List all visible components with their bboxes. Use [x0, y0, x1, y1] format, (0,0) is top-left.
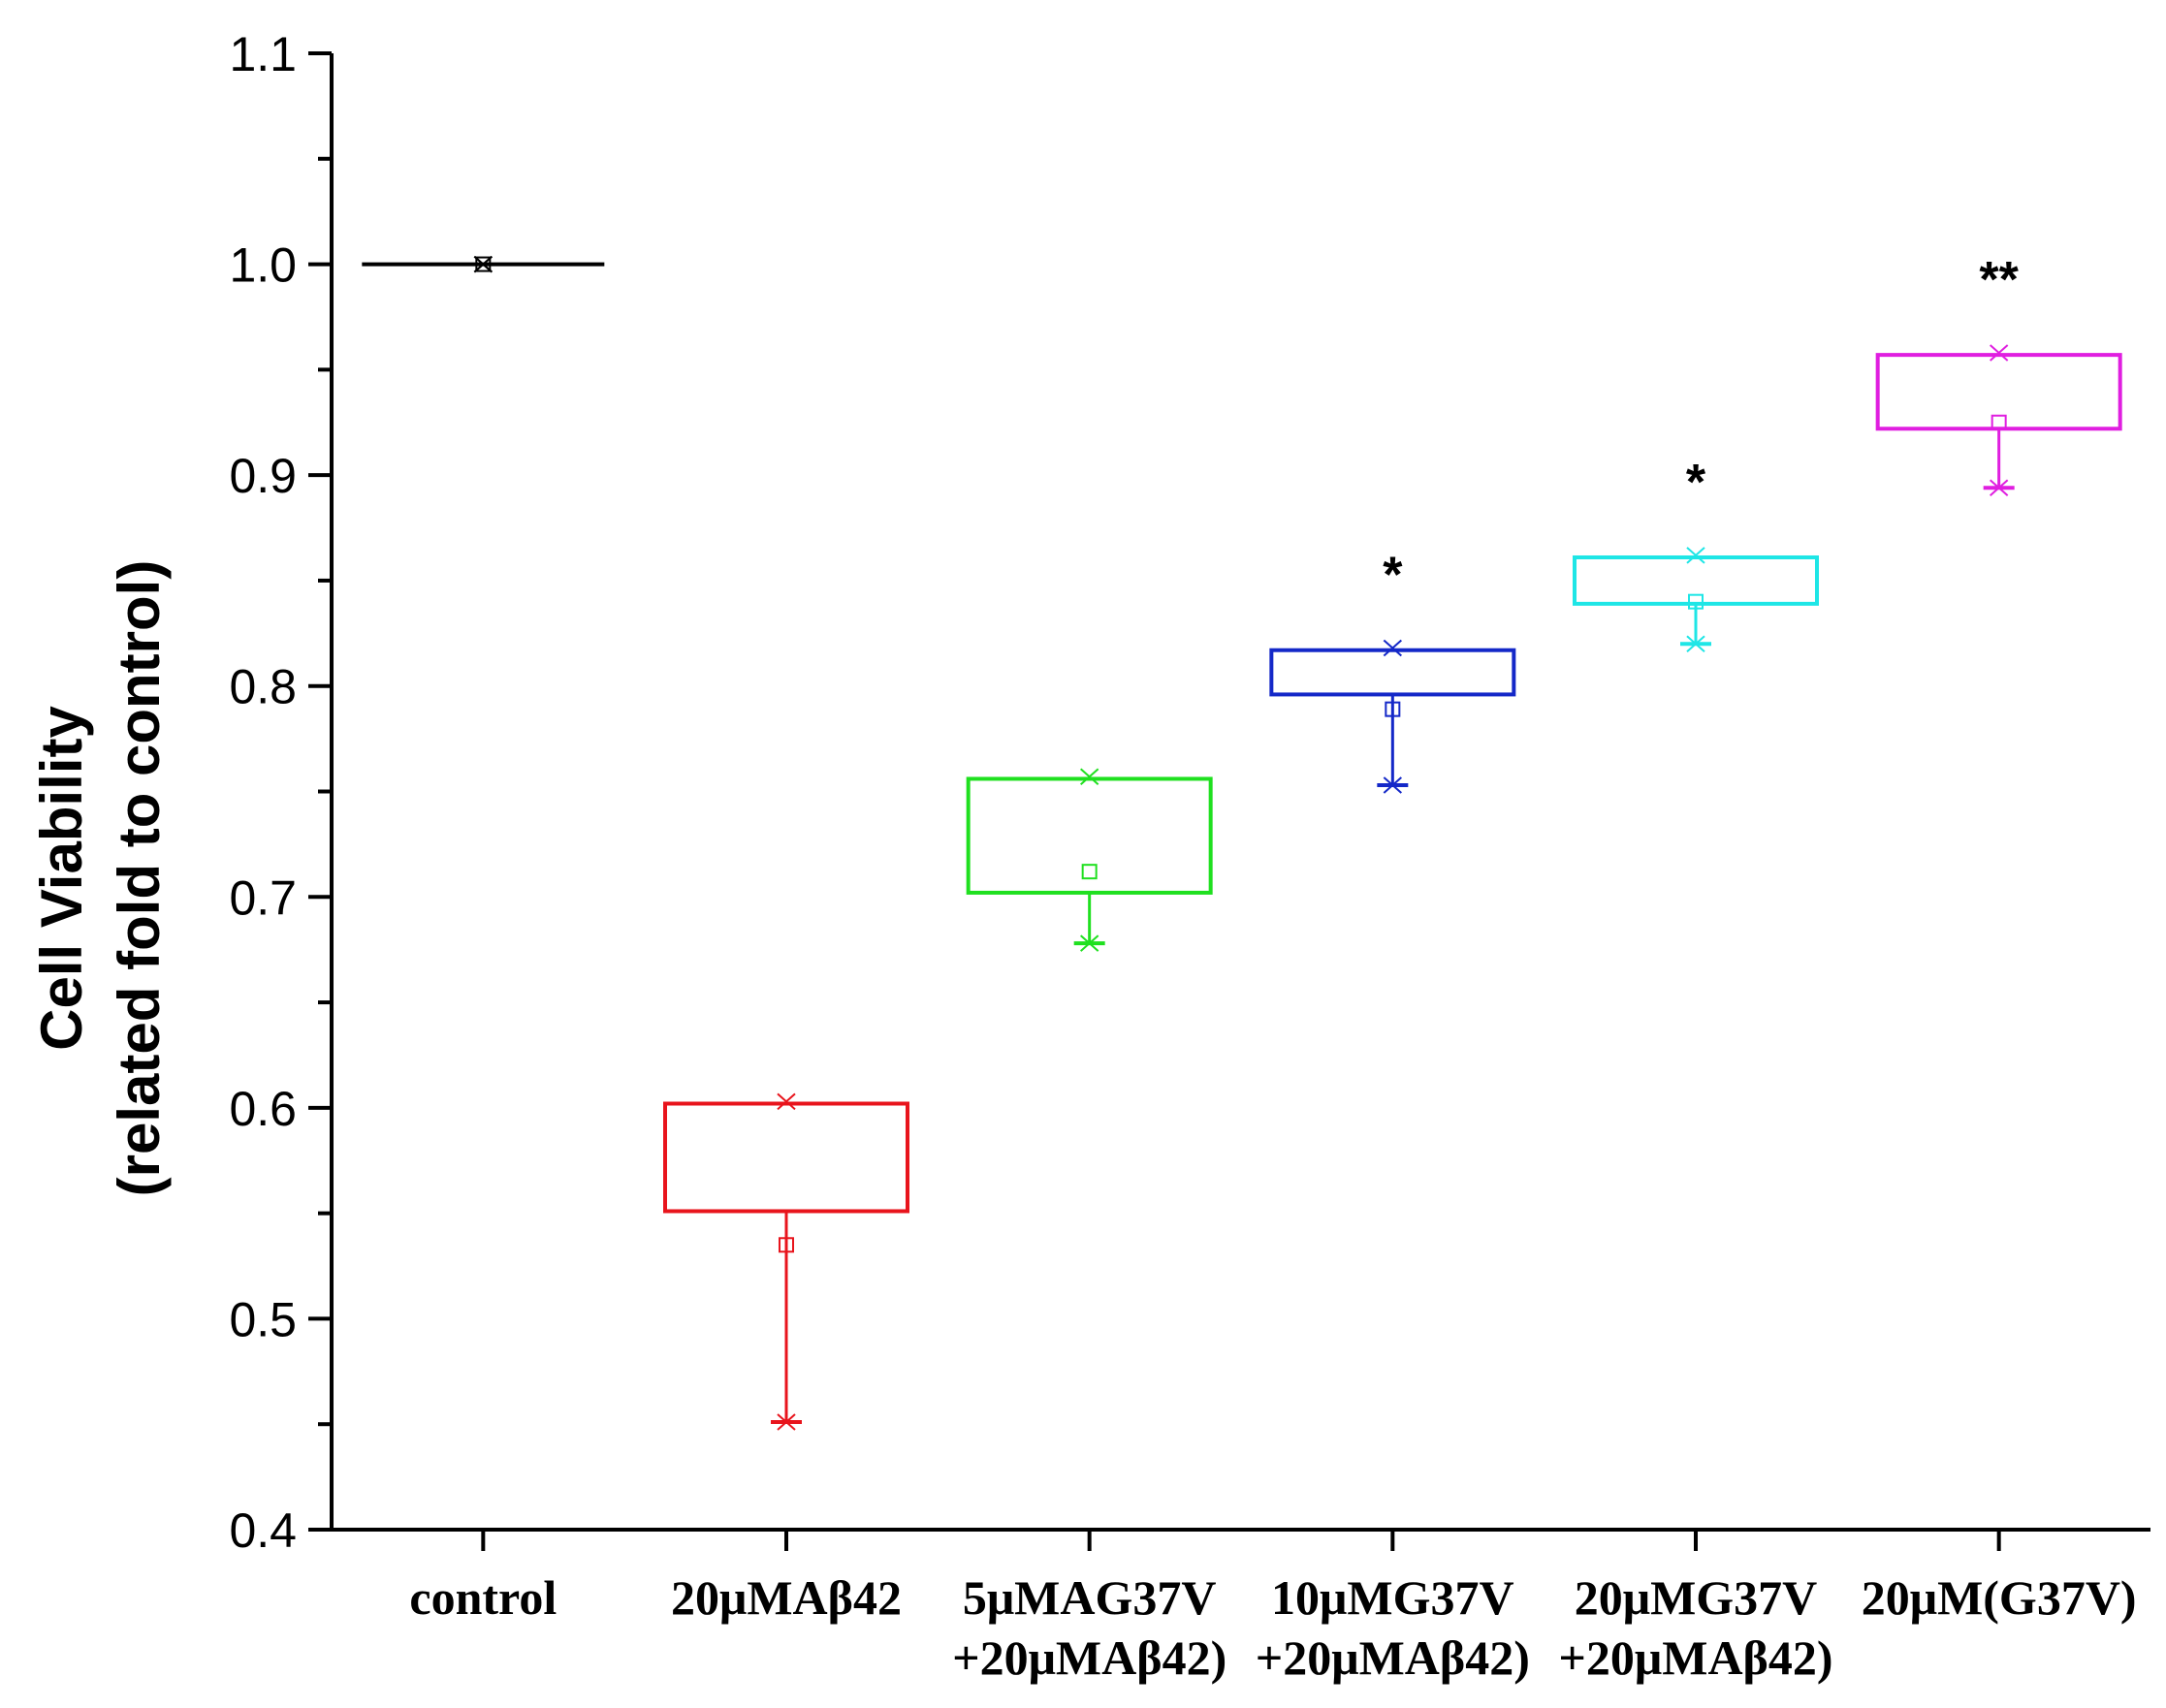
max-marker: [1080, 768, 1099, 786]
category-label: 20μMG37V +20μMAβ42): [1558, 1570, 1832, 1685]
y-tick-label: 0.5: [229, 1292, 297, 1346]
box-iqr: [1875, 353, 2122, 431]
box-iqr: [1269, 648, 1516, 697]
significance-marker: *: [1383, 548, 1403, 604]
y-axis-title: Cell Viability: [29, 706, 94, 1051]
max-marker: [777, 1092, 796, 1111]
box-series: [362, 255, 2122, 1431]
max-marker: [1686, 547, 1705, 564]
category-label-line: +20μMAβ42): [1256, 1630, 1530, 1685]
min-marker: [1080, 934, 1099, 952]
category-label-line: 20μMG37V: [1575, 1570, 1818, 1625]
mean-marker: [475, 256, 492, 272]
box-group: [663, 1092, 909, 1431]
category-label-line: 20μMAβ42: [671, 1570, 902, 1625]
category-label: 20μMAβ42: [671, 1570, 902, 1625]
box-iqr: [1573, 554, 1819, 606]
min-marker: [473, 255, 493, 273]
min-marker: [777, 1413, 796, 1431]
significance-marker: **: [1979, 252, 2019, 308]
max-marker: [1990, 344, 2009, 362]
category-label: 10μMG37V +20μMAβ42): [1256, 1570, 1530, 1685]
min-marker: [1990, 479, 2009, 496]
category-label-line: 5μMAG37V: [963, 1570, 1217, 1625]
y-tick-label: 1.1: [229, 27, 297, 81]
box-iqr: [966, 776, 1213, 895]
y-tick-label: 0.4: [229, 1503, 297, 1558]
y-tick-label: 1.0: [229, 238, 297, 293]
category-label-line: +20μMAβ42): [952, 1630, 1226, 1685]
category-label: 20μM(G37V): [1862, 1570, 2137, 1625]
box-group: [1875, 344, 2122, 496]
category-label-line: 20μM(G37V): [1862, 1570, 2137, 1625]
min-marker: [1383, 776, 1402, 794]
box-group: [966, 768, 1213, 952]
box-group: [362, 255, 605, 273]
y-axis-subtitle: (related fold to control): [107, 560, 172, 1197]
min-marker: [1686, 635, 1705, 652]
category-label: 5μMAG37V +20μMAβ42): [952, 1570, 1226, 1685]
box-group: [1269, 639, 1516, 794]
y-tick-label: 0.7: [229, 870, 297, 925]
mean-marker: [779, 1237, 794, 1253]
significance-labels: ****: [1383, 252, 2019, 604]
y-tick-label: 0.6: [229, 1082, 297, 1136]
mean-marker: [1385, 701, 1401, 717]
category-label-line: control: [409, 1570, 557, 1625]
x-axis: [332, 1528, 2150, 1551]
category-label: control: [409, 1570, 557, 1625]
significance-marker: *: [1686, 455, 1706, 511]
category-label-line: +20μMAβ42): [1558, 1630, 1832, 1685]
mean-marker: [1688, 593, 1704, 610]
max-marker: [1383, 639, 1402, 657]
box-group: [1573, 547, 1819, 652]
mean-marker: [1991, 414, 2007, 430]
y-tick-label: 0.8: [229, 660, 297, 714]
box-iqr: [663, 1101, 909, 1214]
category-labels: control 20μMAβ42 5μMAG37V +20μMAβ42)10μMG37…: [409, 1570, 2136, 1685]
category-label-line: 10μMG37V: [1271, 1570, 1514, 1625]
mean-marker: [1081, 864, 1098, 880]
y-tick-label: 0.9: [229, 449, 297, 503]
y-axis: 0.4 0.5 0.6 0.7 0.8 0.9 1.0 1.1: [229, 27, 334, 1558]
